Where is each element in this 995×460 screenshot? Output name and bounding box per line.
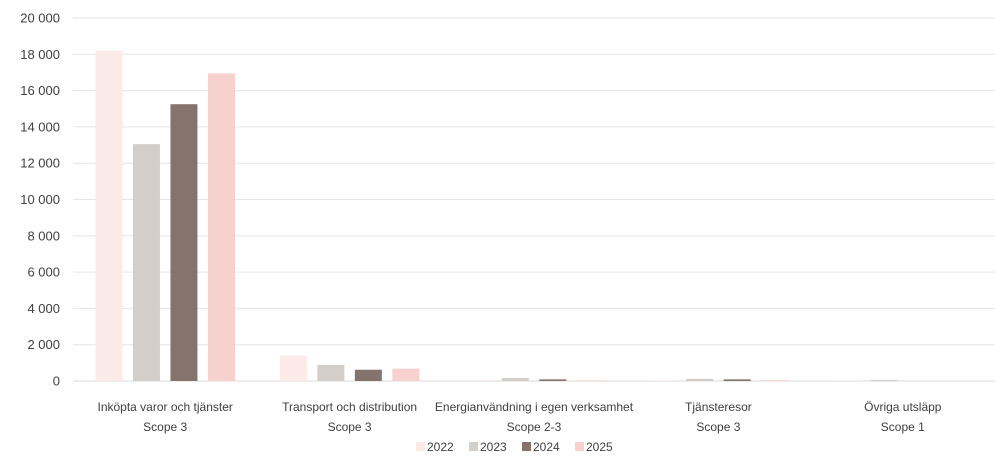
legend-swatch-2024 [522, 442, 531, 451]
legend: 2022 2023 2024 2025 [416, 440, 613, 454]
y-tick-label: 6 000 [27, 265, 60, 280]
y-tick-label: 14 000 [20, 119, 60, 134]
legend-swatch-2023 [469, 442, 478, 451]
y-tick-label: 0 [53, 374, 60, 389]
y-tick-label: 16 000 [20, 83, 60, 98]
bar-2024 [354, 369, 382, 381]
legend-label: 2024 [533, 440, 560, 454]
bar-2024 [170, 104, 198, 382]
category-scope-label: Scope 2-3 [507, 420, 562, 434]
bar-2025 [761, 380, 789, 381]
bar-2022 [464, 379, 492, 381]
category-scope-label: Scope 3 [328, 420, 372, 434]
bar-2025 [207, 73, 235, 382]
y-tick-label: 10 000 [20, 192, 60, 207]
bar-2025 [392, 368, 420, 381]
legend-label: 2022 [427, 440, 454, 454]
bar-2023 [501, 377, 529, 381]
y-tick-label: 8 000 [27, 228, 60, 243]
bar-2024 [539, 379, 567, 381]
bar-2024 [723, 379, 751, 381]
category-label: Tjänsteresor [685, 400, 752, 414]
y-tick-label: 12 000 [20, 156, 60, 171]
legend-swatch-2022 [416, 442, 425, 451]
legend-label: 2025 [586, 440, 613, 454]
bar-2023 [686, 378, 714, 381]
x-axis: Inköpta varor och tjänster Scope 3 Transpo… [97, 400, 941, 434]
bar-2023 [132, 144, 160, 381]
bar-2025 [576, 380, 604, 381]
category-scope-label: Scope 3 [696, 420, 740, 434]
y-tick-label: 20 000 [20, 11, 60, 26]
bars [95, 50, 898, 382]
legend-label: 2023 [480, 440, 507, 454]
bar-2022 [95, 50, 123, 382]
bar-2023 [870, 379, 898, 381]
y-tick-label: 4 000 [27, 301, 60, 316]
y-tick-label: 18 000 [20, 47, 60, 62]
category-label: Inköpta varor och tjänster [97, 400, 232, 414]
category-scope-label: Scope 1 [881, 420, 925, 434]
y-tick-label: 2 000 [27, 337, 60, 352]
category-scope-label: Scope 3 [143, 420, 187, 434]
category-label: Energianvändning i egen verksamhet [435, 400, 634, 414]
bar-2022 [279, 355, 307, 381]
category-label: Transport och distribution [282, 400, 417, 414]
category-label: Övriga utsläpp [864, 400, 942, 414]
bar-2023 [317, 365, 345, 381]
legend-swatch-2025 [575, 442, 584, 451]
y-axis: 0 2 000 4 000 6 000 8 000 10 000 12 000 14 000 1… [20, 11, 60, 389]
bar-2022 [648, 380, 676, 381]
